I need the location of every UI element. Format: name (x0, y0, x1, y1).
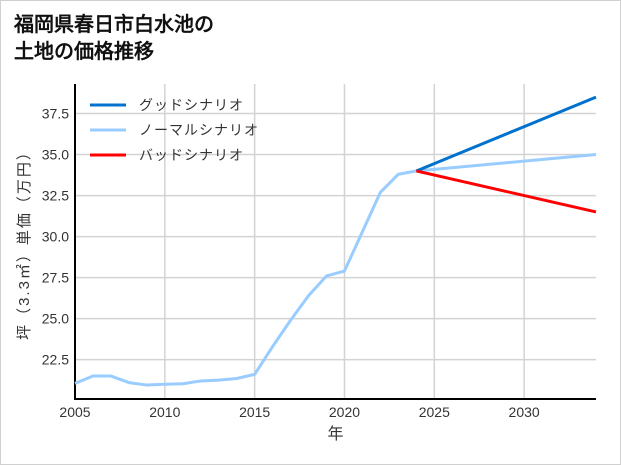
y-axis-label: 坪（3.3㎡）単価（万円） (16, 143, 33, 340)
y-tick-label: 25.0 (42, 311, 69, 327)
x-tick-label: 2025 (419, 404, 450, 420)
legend-label: グッドシナリオ (139, 97, 244, 113)
x-tick-label: 2015 (239, 404, 270, 420)
legend-label: ノーマルシナリオ (139, 122, 259, 138)
chart-title: 福岡県春日市白水池の 土地の価格推移 (14, 12, 214, 63)
y-tick-label: 22.5 (42, 352, 69, 368)
series-line-0 (415, 95, 597, 173)
x-tick-label: 2005 (59, 404, 90, 420)
x-axis-label: 年 (327, 425, 343, 443)
series-line-2 (416, 169, 597, 214)
y-tick-label: 27.5 (42, 270, 69, 286)
legend-label: バッドシナリオ (139, 147, 244, 163)
x-tick-label: 2030 (509, 404, 540, 420)
y-tick-label: 30.0 (42, 229, 69, 245)
y-tick-label: 37.5 (42, 106, 69, 122)
x-tick-label: 2020 (329, 404, 360, 420)
x-tick-label: 2010 (149, 404, 180, 420)
y-tick-label: 32.5 (42, 188, 69, 204)
series-line-1 (74, 153, 597, 387)
y-tick-label: 35.0 (42, 147, 69, 163)
